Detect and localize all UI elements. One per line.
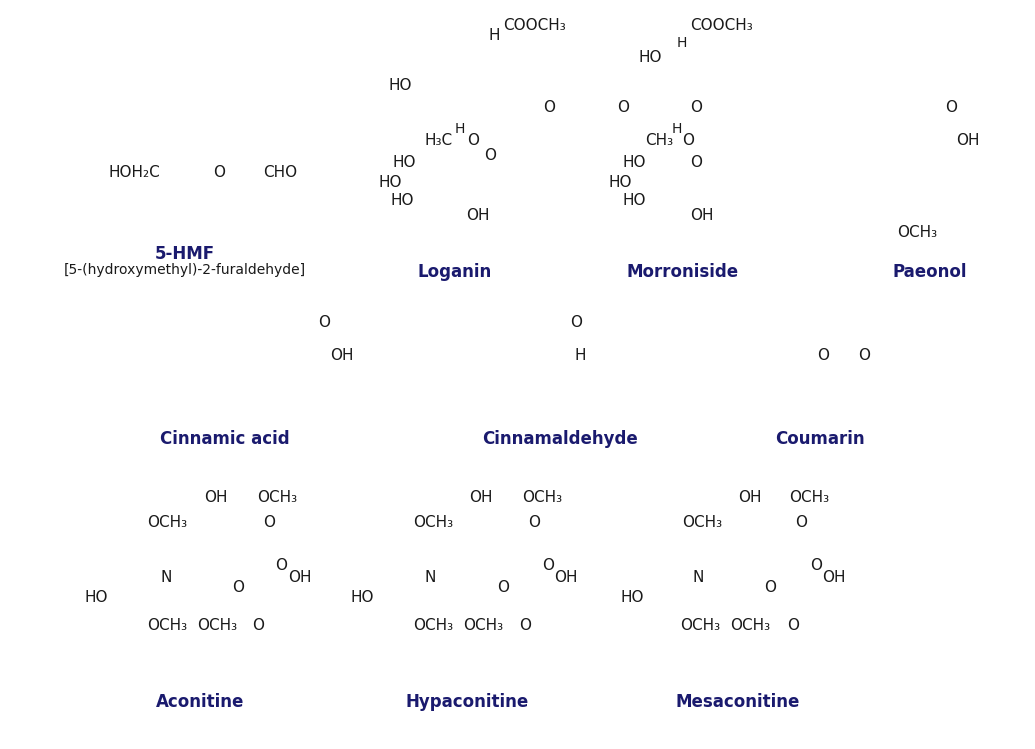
Text: O: O	[690, 100, 702, 115]
Text: H: H	[672, 122, 682, 136]
Text: HO: HO	[388, 78, 412, 93]
Text: OH: OH	[554, 570, 578, 585]
Text: O: O	[945, 100, 957, 115]
Text: N: N	[692, 570, 704, 585]
Text: O: O	[617, 100, 629, 115]
Text: N: N	[160, 570, 172, 585]
Text: OCH₃: OCH₃	[257, 490, 297, 505]
Text: OCH₃: OCH₃	[463, 618, 503, 633]
Text: OCH₃: OCH₃	[413, 515, 453, 530]
Text: Coumarin: Coumarin	[775, 430, 865, 448]
Text: O: O	[232, 580, 244, 595]
Text: OCH₃: OCH₃	[147, 618, 187, 633]
Text: O: O	[213, 165, 225, 180]
Text: O: O	[275, 558, 287, 573]
Text: O: O	[252, 618, 264, 633]
Text: H: H	[455, 122, 466, 136]
Text: O: O	[795, 515, 807, 530]
Text: O: O	[787, 618, 799, 633]
Text: O: O	[318, 315, 330, 330]
Text: HO: HO	[609, 175, 632, 190]
Text: O: O	[858, 348, 870, 363]
Text: N: N	[425, 570, 437, 585]
Text: O: O	[543, 100, 555, 115]
Text: CH₃: CH₃	[645, 133, 673, 148]
Text: OH: OH	[956, 133, 979, 148]
Text: H₃C: H₃C	[424, 133, 452, 148]
Text: H: H	[575, 348, 587, 363]
Text: HO: HO	[391, 193, 414, 208]
Text: O: O	[528, 515, 540, 530]
Text: OCH₃: OCH₃	[413, 618, 453, 633]
Text: OH: OH	[690, 208, 713, 223]
Text: OCH₃: OCH₃	[680, 618, 720, 633]
Text: COOCH₃: COOCH₃	[690, 18, 752, 33]
Text: O: O	[519, 618, 531, 633]
Text: Hypaconitine: Hypaconitine	[406, 693, 529, 711]
Text: HO: HO	[622, 155, 646, 170]
Text: OH: OH	[288, 570, 312, 585]
Text: COOCH₃: COOCH₃	[503, 18, 566, 33]
Text: 5-HMF: 5-HMF	[155, 245, 215, 263]
Text: H: H	[677, 36, 687, 50]
Text: OCH₃: OCH₃	[522, 490, 562, 505]
Text: O: O	[497, 580, 509, 595]
Text: HO: HO	[378, 175, 402, 190]
Text: O: O	[542, 558, 554, 573]
Text: O: O	[810, 558, 822, 573]
Text: OCH₃: OCH₃	[897, 225, 937, 240]
Text: O: O	[682, 133, 694, 148]
Text: Paeonol: Paeonol	[893, 263, 968, 281]
Text: HO: HO	[638, 50, 661, 65]
Text: OH: OH	[738, 490, 762, 505]
Text: HOH₂C: HOH₂C	[108, 165, 159, 180]
Text: HO: HO	[620, 590, 644, 605]
Text: OCH₃: OCH₃	[147, 515, 187, 530]
Text: OH: OH	[466, 208, 490, 223]
Text: O: O	[467, 133, 479, 148]
Text: OCH₃: OCH₃	[789, 490, 829, 505]
Text: OH: OH	[204, 490, 228, 505]
Text: O: O	[570, 315, 582, 330]
Text: HO: HO	[393, 155, 416, 170]
Text: H: H	[487, 28, 500, 43]
Text: Morroniside: Morroniside	[627, 263, 739, 281]
Text: HO: HO	[85, 590, 109, 605]
Text: OH: OH	[822, 570, 846, 585]
Text: [5-(hydroxymethyl)-2-furaldehyde]: [5-(hydroxymethyl)-2-furaldehyde]	[64, 263, 306, 277]
Text: Cinnamaldehyde: Cinnamaldehyde	[482, 430, 638, 448]
Text: Aconitine: Aconitine	[156, 693, 244, 711]
Text: Cinnamic acid: Cinnamic acid	[160, 430, 290, 448]
Text: O: O	[263, 515, 275, 530]
Text: CHO: CHO	[263, 165, 297, 180]
Text: O: O	[484, 148, 496, 163]
Text: OCH₃: OCH₃	[682, 515, 722, 530]
Text: O: O	[764, 580, 776, 595]
Text: OH: OH	[330, 348, 354, 363]
Text: Loganin: Loganin	[418, 263, 492, 281]
Text: HO: HO	[350, 590, 374, 605]
Text: O: O	[817, 348, 829, 363]
Text: OCH₃: OCH₃	[730, 618, 770, 633]
Text: Mesaconitine: Mesaconitine	[676, 693, 800, 711]
Text: OCH₃: OCH₃	[197, 618, 237, 633]
Text: OH: OH	[469, 490, 493, 505]
Text: O: O	[690, 155, 702, 170]
Text: HO: HO	[622, 193, 646, 208]
